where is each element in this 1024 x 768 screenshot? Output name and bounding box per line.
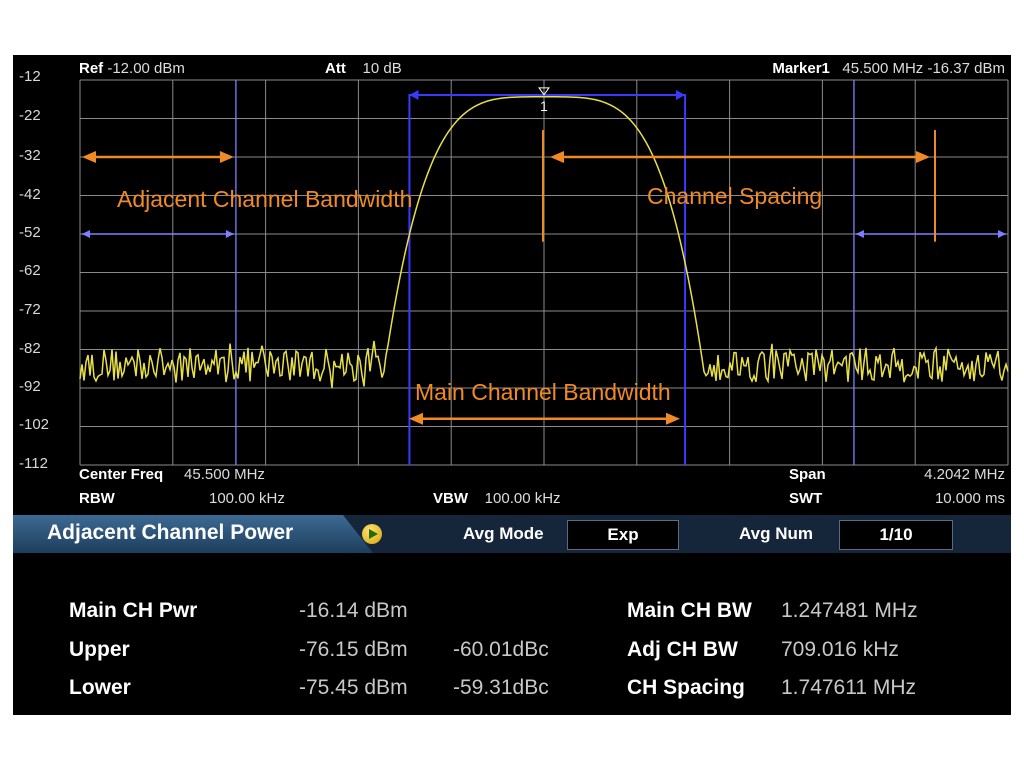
att-value: 10 dB <box>362 60 402 77</box>
y-tick: -42 <box>19 186 41 203</box>
ref-label: Ref <box>79 60 104 77</box>
y-tick: -52 <box>19 224 41 241</box>
channel-spacing-annotation: Channel Spacing <box>647 183 823 209</box>
main-ch-bw-label: Main CH BW <box>627 599 752 622</box>
measurement-toolbar: Adjacent Channel Power Avg Mode Exp Avg … <box>13 515 1011 553</box>
y-tick: -112 <box>19 455 48 472</box>
center-freq: Center Freq 45.500 MHz <box>79 466 265 483</box>
y-tick: -92 <box>19 378 41 395</box>
y-tick: -32 <box>19 147 41 164</box>
adj-ch-bw-label: Adj CH BW <box>627 638 738 661</box>
marker-label: Marker1 <box>772 60 830 77</box>
center-freq-value: 45.500 MHz <box>184 466 265 483</box>
adjacent-lower-arrow-left <box>82 230 90 238</box>
main-ch-pwr-label: Main CH Pwr <box>69 599 198 622</box>
y-tick: -102 <box>19 416 50 433</box>
swt-value: 10.000 ms <box>934 490 1005 507</box>
attenuation: Att 10 dB <box>325 60 402 77</box>
avg-mode-label: Avg Mode <box>463 524 544 543</box>
ref-level: Ref -12.00 dBm <box>79 60 185 77</box>
att-label: Att <box>325 60 346 77</box>
main-ch-pwr-value: -16.14 dBm <box>299 599 408 622</box>
tab-adjacent-channel-power[interactable]: Adjacent Channel Power <box>13 515 373 553</box>
upper-dbc: -60.01dBc <box>453 638 549 661</box>
adjacent-upper-arrow-right <box>998 230 1006 238</box>
main-ch-bw-value: 1.247481 MHz <box>781 599 918 622</box>
adj-ch-bw-value: 709.016 kHz <box>781 638 899 661</box>
main-channel-arrow-left <box>409 90 419 100</box>
measurement-title: Adjacent Channel Power <box>47 521 294 544</box>
spectrum-trace <box>79 96 1009 389</box>
ref-value: -12.00 dBm <box>107 60 185 77</box>
vbw-value: 100.00 kHz <box>484 490 561 507</box>
vbw: VBW 100.00 kHz <box>433 490 561 507</box>
adjacent-bw-arrowhead-left <box>82 151 96 163</box>
ch-spacing-value: 1.747611 MHz <box>781 676 917 699</box>
lower-label: Lower <box>69 676 131 699</box>
span-label: Span <box>789 466 826 483</box>
adjacent-upper-arrow-left <box>855 230 864 238</box>
center-freq-label: Center Freq <box>79 466 164 483</box>
marker-readout: Marker1 45.500 MHz -16.37 dBm <box>772 60 1005 77</box>
y-tick: -82 <box>19 340 41 357</box>
y-tick: -72 <box>19 301 41 318</box>
upper-value: -76.15 dBm <box>299 638 408 661</box>
avg-mode-field[interactable]: Exp <box>567 520 679 550</box>
span-label-text: Span <box>789 466 826 483</box>
y-tick: -22 <box>19 107 41 124</box>
rbw-label: RBW <box>79 490 115 507</box>
play-icon[interactable] <box>362 524 382 544</box>
main-bw-arrowhead-left <box>409 412 423 425</box>
marker-icon <box>538 87 550 96</box>
adjacent-bw-annotation: Adjacent Channel Bandwidth <box>117 186 413 212</box>
avg-num-field[interactable]: 1/10 <box>839 520 953 550</box>
avg-num-label: Avg Num <box>739 524 813 543</box>
swt-label: SWT <box>789 490 822 507</box>
main-bw-arrowhead-right <box>666 412 680 425</box>
span-value: 4.2042 MHz <box>924 466 1005 483</box>
marker-number: 1 <box>540 98 548 114</box>
adjacent-bw-arrowhead-right <box>219 151 234 163</box>
lower-value: -75.45 dBm <box>299 676 408 699</box>
y-tick: -12 <box>19 68 41 85</box>
swt-label-text: SWT <box>789 490 823 507</box>
y-tick: -62 <box>19 262 41 279</box>
rbw-value: 100.00 kHz <box>209 490 285 507</box>
adjacent-lower-arrow-right <box>225 230 234 238</box>
main-channel-arrow-right <box>676 90 686 100</box>
channel-spacing-arrowhead-left <box>550 151 564 163</box>
lower-dbc: -59.31dBc <box>453 676 549 699</box>
rbw: RBW <box>79 490 115 507</box>
vbw-label: VBW <box>433 490 468 507</box>
analyzer-screen: 1 Ref -12.00 dBm Att 10 dB Marker1 45.50… <box>13 55 1011 715</box>
main-bw-annotation: Main Channel Bandwidth <box>415 379 671 405</box>
ch-spacing-label: CH Spacing <box>627 676 745 699</box>
upper-label: Upper <box>69 638 130 661</box>
channel-spacing-arrowhead-right <box>916 151 930 163</box>
spectrum-plot: 1 <box>79 79 1009 466</box>
marker-value: 45.500 MHz -16.37 dBm <box>842 60 1005 77</box>
